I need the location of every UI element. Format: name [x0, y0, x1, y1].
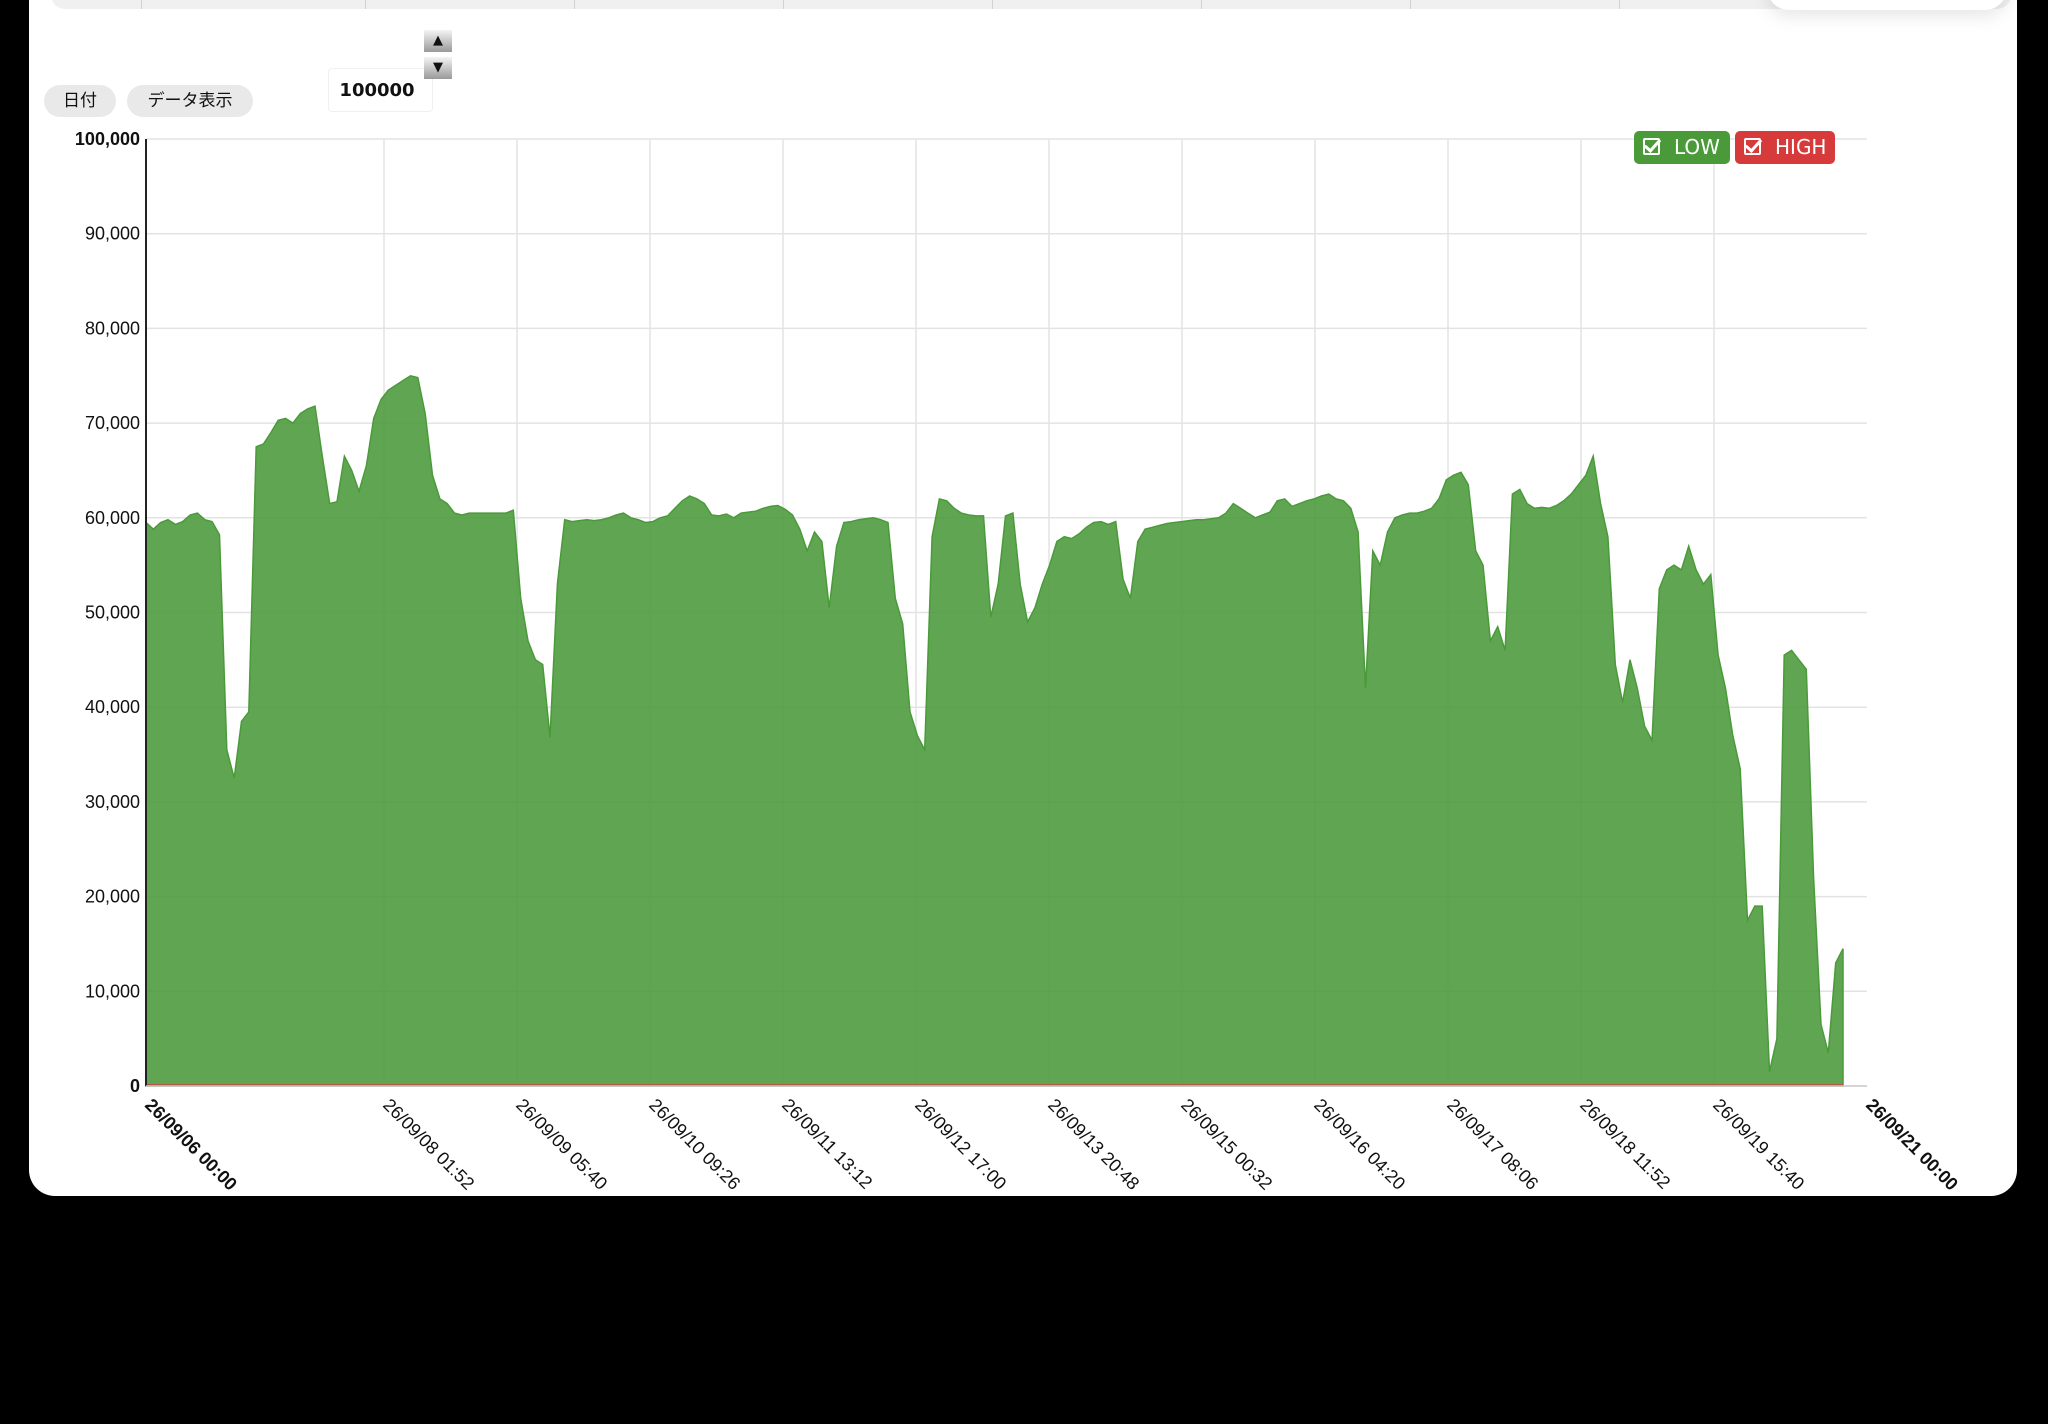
y-tick-label: 10,000 — [85, 981, 140, 1001]
x-tick-label: 26/09/15 00:32 — [1177, 1095, 1276, 1194]
x-axis-labels: 26/09/06 00:00 26/09/08 01:52 26/09/09 05:… — [141, 1095, 1962, 1195]
legend-low-toggle[interactable]: LOW — [1634, 131, 1730, 164]
top-tab-strip — [51, 0, 2011, 9]
max-value-input[interactable] — [329, 69, 425, 111]
y-tick-label: 50,000 — [85, 603, 140, 623]
y-tick-label: 40,000 — [85, 697, 140, 717]
spinner-up-icon[interactable]: ▲ — [424, 30, 452, 52]
legend-high-toggle[interactable]: HIGH — [1735, 131, 1835, 164]
y-axis-labels: 0 10,000 20,000 30,000 40,000 50,000 60,000 70,… — [75, 129, 140, 1096]
x-tick-label: 26/09/18 11:52 — [1576, 1095, 1674, 1193]
x-tick-label: 26/09/11 13:12 — [778, 1095, 876, 1193]
x-tick-label: 26/09/09 05:40 — [512, 1095, 611, 1194]
y-tick-label: 20,000 — [85, 887, 140, 907]
tab-divider — [783, 0, 784, 9]
x-tick-label: 26/09/16 04:20 — [1310, 1095, 1409, 1194]
tab-divider — [992, 0, 993, 9]
legend-low-label: LOW — [1674, 135, 1720, 159]
low-series-area — [145, 374, 1844, 1087]
y-tick-label: 90,000 — [85, 224, 140, 244]
x-tick-label: 26/09/13 20:48 — [1044, 1095, 1143, 1194]
y-tick-label: 60,000 — [85, 508, 140, 528]
tab-divider — [1410, 0, 1411, 9]
x-tick-label: 26/09/19 15:40 — [1709, 1095, 1808, 1194]
x-tick-label: 26/09/10 09:26 — [645, 1095, 744, 1194]
tab-divider — [1201, 0, 1202, 9]
y-tick-label: 100,000 — [75, 129, 140, 149]
x-tick-label: 26/09/17 08:06 — [1443, 1095, 1542, 1194]
spinner-down-icon[interactable]: ▼ — [424, 57, 452, 79]
checkbox-icon — [1744, 138, 1761, 155]
dropdown-card[interactable] — [1767, 0, 2007, 10]
chart-axes — [145, 139, 1867, 1087]
y-tick-label: 70,000 — [85, 413, 140, 433]
x-tick-label: 26/09/06 00:00 — [141, 1095, 241, 1195]
chart-series — [145, 374, 1844, 1087]
data-display-button[interactable]: データ表示 — [127, 85, 253, 117]
tab-divider — [574, 0, 575, 9]
max-value-spinner[interactable] — [328, 68, 433, 112]
legend-high-label: HIGH — [1775, 135, 1827, 159]
checkbox-icon — [1643, 138, 1660, 155]
tab-divider — [141, 0, 142, 9]
tab-divider — [365, 0, 366, 9]
y-tick-label: 0 — [130, 1076, 140, 1096]
x-tick-label: 26/09/12 17:00 — [911, 1095, 1010, 1194]
tab-divider — [1619, 0, 1620, 9]
y-tick-label: 80,000 — [85, 318, 140, 338]
x-tick-label: 26/09/21 00:00 — [1862, 1095, 1962, 1195]
y-tick-label: 30,000 — [85, 792, 140, 812]
date-button[interactable]: 日付 — [44, 85, 116, 117]
x-tick-label: 26/09/08 01:52 — [379, 1095, 478, 1194]
